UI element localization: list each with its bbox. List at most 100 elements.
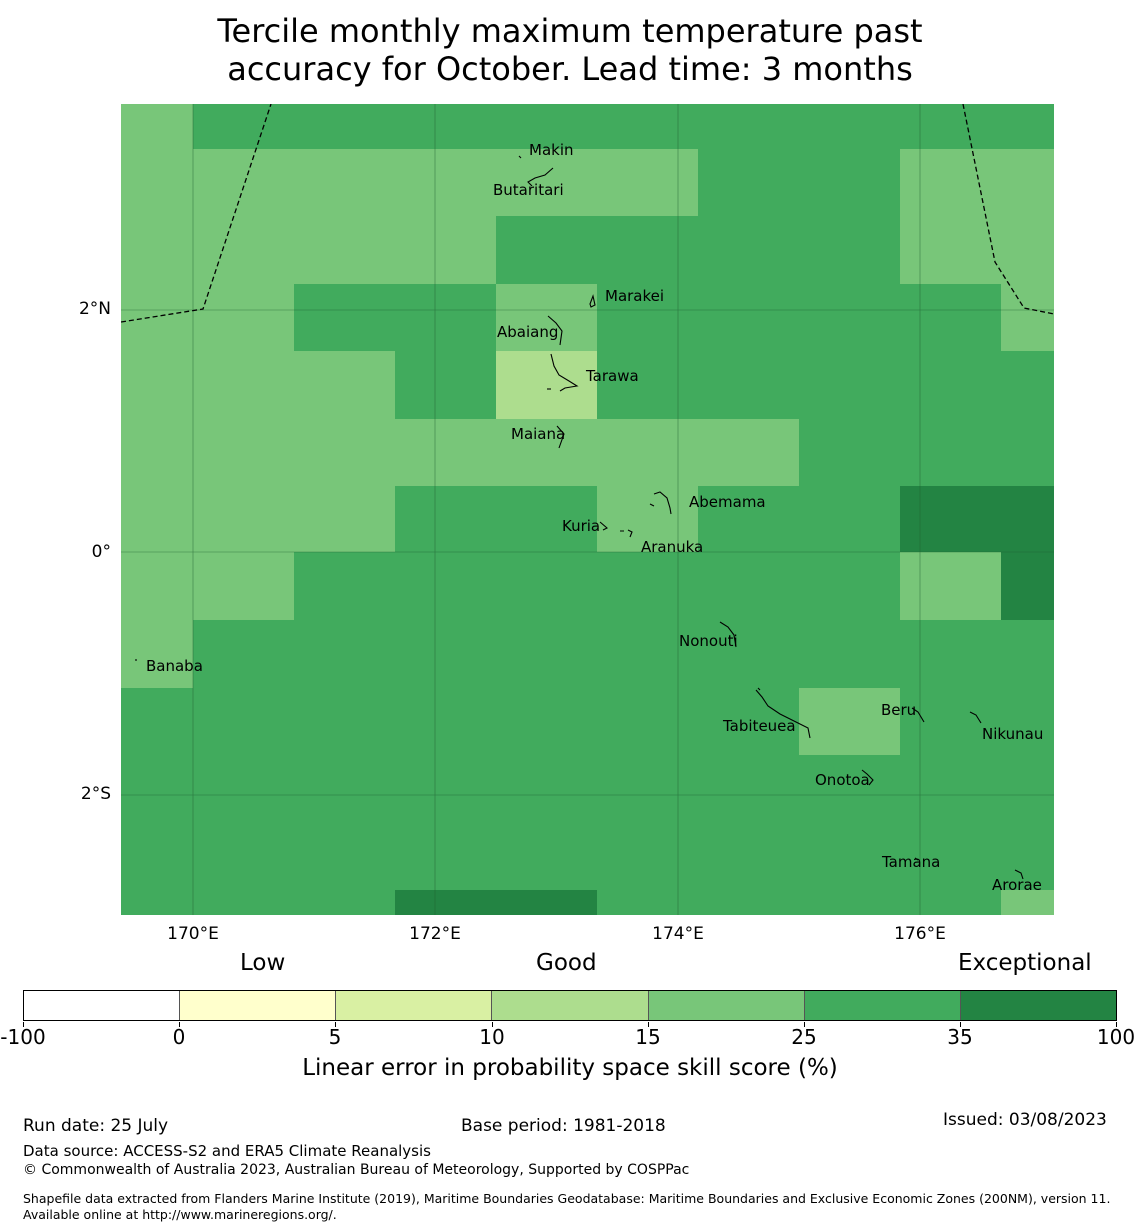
island-label-banaba: Banaba <box>146 657 203 675</box>
island-label-onotoa: Onotoa <box>815 771 870 789</box>
grid-cell-light <box>900 149 1054 284</box>
lat-label-0: 0° <box>91 542 111 562</box>
island-arorae-outline <box>1014 869 1024 880</box>
grid-cell-light <box>193 486 395 552</box>
run-date: Run date: 25 July <box>23 1116 169 1136</box>
grid-cell-light <box>193 552 294 620</box>
island-label-arorae: Arorae <box>992 876 1042 894</box>
eez-boundary-east <box>962 104 1054 315</box>
map-title: Tercile monthly maximum temperature past… <box>0 12 1140 88</box>
lon-label-176e: 176°E <box>894 924 946 944</box>
island-onotoa-outline <box>861 769 874 786</box>
title-line-2: accuracy for October. Lead time: 3 month… <box>227 50 913 88</box>
island-label-tarawa: Tarawa <box>585 367 639 385</box>
colorbar-segment <box>24 991 181 1020</box>
grid-cell-light <box>193 216 496 284</box>
island-makin-outline <box>518 155 522 159</box>
island-nikunau-outline <box>969 711 982 724</box>
legend-category-good: Good <box>536 950 597 976</box>
lon-label-174e: 174°E <box>652 924 704 944</box>
island-butaritari-outline <box>527 167 554 187</box>
island-beru-outline <box>911 707 925 723</box>
grid-cell-dark <box>900 486 1054 552</box>
colorbar-tick-label: 15 <box>635 1025 661 1049</box>
grid-cell-dark <box>1001 552 1054 620</box>
grid-cell-light <box>900 552 1001 620</box>
island-label-nonouti: Nonouti <box>679 632 738 650</box>
colorbar-tick <box>960 1022 961 1027</box>
lat-label-2s: 2°S <box>80 784 111 804</box>
grid-cell-light <box>799 688 900 755</box>
shapefile-credit: Shapefile data extracted from Flanders M… <box>23 1191 1111 1222</box>
island-nonouti-outline <box>719 621 737 648</box>
colorbar-tick-label: 10 <box>479 1025 505 1049</box>
island-tarawa-outline <box>550 353 579 392</box>
island-label-maiana: Maiana <box>511 425 565 443</box>
grid-cell-lighter <box>496 351 597 419</box>
island-label-nikunau: Nikunau <box>982 725 1043 743</box>
island-label-marakei: Marakei <box>605 287 664 305</box>
grid-cell-light <box>121 104 193 688</box>
island-label-abemama: Abemama <box>689 493 766 511</box>
colorbar-segment <box>960 991 1116 1020</box>
legend-category-low: Low <box>240 950 286 976</box>
island-kuria-outline <box>599 521 608 531</box>
colorbar-segment <box>180 991 337 1020</box>
colorbar-segment <box>336 991 493 1020</box>
colorbar-tick <box>1116 1022 1117 1027</box>
colorbar-tick <box>335 1022 336 1027</box>
colorbar-tick-label: 0 <box>172 1025 186 1049</box>
island-marakei-outline <box>589 294 596 308</box>
colorbar <box>23 990 1117 1021</box>
lon-label-170e: 170°E <box>167 924 219 944</box>
colorbar-tick <box>804 1022 805 1027</box>
grid-cell-light <box>193 419 799 486</box>
island-tabiteuea-outline <box>755 687 811 739</box>
colorbar-tick-label: 25 <box>791 1025 817 1049</box>
colorbar-tick <box>492 1022 493 1027</box>
island-labels: Makin Butaritari Marakei Abaiang Tarawa … <box>146 141 1043 894</box>
lat-label-2n: 2°N <box>78 299 111 319</box>
island-label-tabiteuea: Tabiteuea <box>722 717 796 735</box>
graticule <box>121 104 1054 915</box>
colorbar-segment <box>648 991 805 1020</box>
colorbar-segment <box>804 991 961 1020</box>
issued-date: Issued: 03/08/2023 <box>943 1110 1107 1130</box>
grid-cell-light <box>193 351 395 419</box>
data-source: Data source: ACCESS-S2 and ERA5 Climate … <box>23 1142 431 1160</box>
colorbar-caption: Linear error in probability space skill … <box>302 1055 838 1081</box>
island-label-butaritari: Butaritari <box>493 181 564 199</box>
island-label-makin: Makin <box>529 141 574 159</box>
lon-label-172e: 172°E <box>409 924 461 944</box>
colorbar-tick-label: 100 <box>1096 1025 1136 1049</box>
grid-cell-light <box>1001 284 1054 351</box>
island-label-abaiang: Abaiang <box>497 323 558 341</box>
colorbar-tick <box>23 1022 24 1027</box>
base-period: Base period: 1981-2018 <box>461 1116 666 1136</box>
skill-grid: Makin Butaritari Marakei Abaiang Tarawa … <box>121 104 1054 915</box>
island-label-beru: Beru <box>881 701 916 719</box>
island-tamana-outline <box>914 857 919 861</box>
island-label-kuria: Kuria <box>562 517 600 535</box>
colorbar-tick-label: 5 <box>328 1025 342 1049</box>
colorbar-tick-label: -100 <box>0 1025 46 1049</box>
legend-category-exceptional: Exceptional <box>958 950 1092 976</box>
grid-cell-light <box>1001 890 1054 915</box>
eez-boundary-west <box>121 104 272 323</box>
colorbar-tick <box>179 1022 180 1027</box>
island-aranuka-outline <box>620 529 633 538</box>
colorbar-tick <box>648 1022 649 1027</box>
grid-cell-light <box>193 284 294 351</box>
colorbar-segment <box>492 991 649 1020</box>
copyright: © Commonwealth of Australia 2023, Austra… <box>23 1162 690 1178</box>
island-abemama-outline <box>649 491 672 515</box>
grid-cell-light <box>597 486 698 552</box>
grid-cell-dark <box>395 890 597 915</box>
island-abaiang-outline <box>547 315 563 346</box>
island-outlines <box>135 155 1024 880</box>
skill-map: Makin Butaritari Marakei Abaiang Tarawa … <box>121 104 1054 915</box>
title-line-1: Tercile monthly maximum temperature past <box>217 12 923 50</box>
colorbar-tick-label: 35 <box>947 1025 973 1049</box>
island-label-aranuka: Aranuka <box>641 538 703 556</box>
grid-cell-light <box>496 284 597 351</box>
